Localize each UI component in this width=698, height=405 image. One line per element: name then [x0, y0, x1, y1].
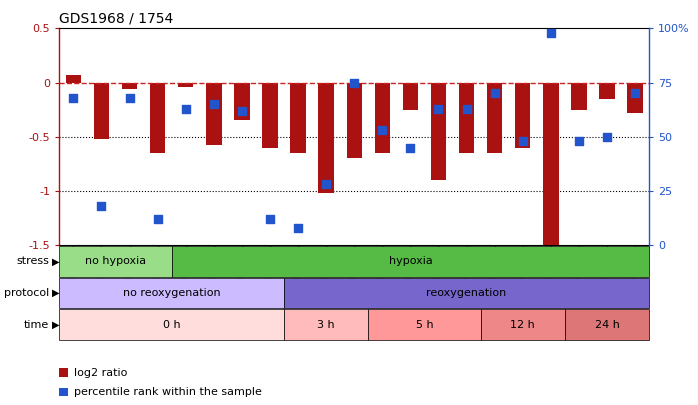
- Point: [377, 127, 388, 133]
- Point: [348, 79, 359, 86]
- Text: reoxygenation: reoxygenation: [426, 288, 507, 298]
- Bar: [600, 83, 615, 99]
- Bar: [543, 83, 558, 250]
- Point: [630, 90, 641, 96]
- Bar: [66, 75, 81, 83]
- Bar: [318, 83, 334, 193]
- Point: [573, 138, 584, 144]
- Point: [237, 107, 248, 114]
- Text: ▶: ▶: [52, 288, 60, 298]
- Text: protocol: protocol: [3, 288, 49, 298]
- Text: ▶: ▶: [52, 256, 60, 266]
- Bar: [571, 83, 586, 110]
- Text: GDS1968 / 1754: GDS1968 / 1754: [59, 12, 174, 26]
- Text: hypoxia: hypoxia: [389, 256, 432, 266]
- Bar: [628, 83, 643, 113]
- Bar: [234, 83, 250, 120]
- Point: [320, 181, 332, 188]
- Point: [433, 105, 444, 112]
- Bar: [178, 83, 193, 87]
- Text: stress: stress: [16, 256, 49, 266]
- Bar: [487, 83, 503, 153]
- Point: [405, 144, 416, 151]
- Point: [461, 105, 472, 112]
- Bar: [375, 83, 390, 153]
- Text: 24 h: 24 h: [595, 320, 619, 330]
- Point: [124, 94, 135, 101]
- Bar: [346, 83, 362, 158]
- Text: no reoxygenation: no reoxygenation: [123, 288, 221, 298]
- Bar: [150, 83, 165, 153]
- Text: percentile rank within the sample: percentile rank within the sample: [74, 387, 262, 397]
- Point: [265, 216, 276, 222]
- Text: 5 h: 5 h: [415, 320, 433, 330]
- Point: [602, 133, 613, 140]
- Bar: [515, 83, 530, 147]
- Point: [68, 94, 79, 101]
- Point: [152, 216, 163, 222]
- Text: ▶: ▶: [52, 320, 60, 330]
- Point: [489, 90, 500, 96]
- Text: 0 h: 0 h: [163, 320, 181, 330]
- Point: [292, 224, 304, 231]
- Point: [545, 30, 556, 36]
- Point: [517, 138, 528, 144]
- Text: 3 h: 3 h: [318, 320, 335, 330]
- Text: no hypoxia: no hypoxia: [85, 256, 146, 266]
- Bar: [206, 83, 221, 145]
- Bar: [94, 83, 109, 139]
- Bar: [403, 83, 418, 110]
- Text: time: time: [24, 320, 49, 330]
- Bar: [262, 83, 278, 147]
- Point: [180, 105, 191, 112]
- Bar: [290, 83, 306, 153]
- Point: [96, 203, 107, 209]
- Bar: [459, 83, 475, 153]
- Bar: [122, 83, 138, 89]
- Bar: [431, 83, 446, 180]
- Point: [208, 101, 219, 107]
- Text: log2 ratio: log2 ratio: [74, 368, 127, 377]
- Text: 12 h: 12 h: [510, 320, 535, 330]
